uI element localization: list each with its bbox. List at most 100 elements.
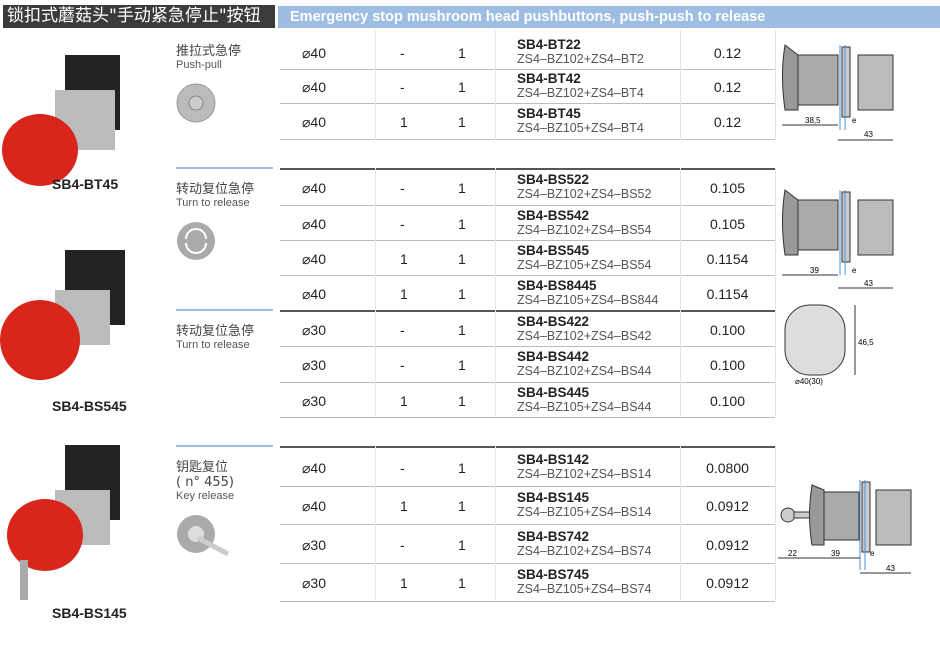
- svg-text:43: 43: [864, 279, 873, 288]
- dim-label: 38,5: [805, 116, 821, 125]
- svg-text:e: e: [852, 116, 857, 125]
- model-number: SB4-BS742: [517, 528, 590, 544]
- no-contacts: 1: [400, 286, 408, 302]
- product-group: ⌀40 - 1 SB4-BS142 ZS4–BZ102+ZS4–BS14 0.08…: [280, 446, 775, 602]
- group-label-en: Key release: [176, 490, 235, 502]
- model-parts: ZS4–BZ102+ZS4–BS42: [517, 328, 652, 343]
- model: SB4-BT45 ZS4–BZ105+ZS4–BT4: [517, 106, 644, 136]
- model-number: SB4-BS422: [517, 313, 590, 329]
- group-label-en: Turn to release: [176, 339, 250, 351]
- model-parts: ZS4–BZ105+ZS4–BS844: [517, 293, 659, 307]
- model-parts: ZS4–BZ105+ZS4–BT4: [517, 121, 644, 135]
- no-contacts: -: [400, 215, 405, 232]
- model: SB4-BS545 ZS4–BZ105+ZS4–BS54: [517, 243, 652, 272]
- model: SB4-BS522 ZS4–BZ102+ZS4–BS52: [517, 173, 652, 202]
- model-parts: ZS4–BZ102+ZS4–BS52: [517, 187, 652, 201]
- nc-contacts: 1: [458, 215, 466, 232]
- nc-contacts: 1: [458, 459, 466, 476]
- model: SB4-BS8445 ZS4–BZ105+ZS4–BS844: [517, 278, 659, 308]
- table-row: ⌀30 1 1 SB4-BS445 ZS4–BZ105+ZS4–BS44 0.10…: [280, 383, 775, 418]
- column-divider: [680, 168, 681, 310]
- table-row: ⌀40 - 1 SB4-BS522 ZS4–BZ102+ZS4–BS52 0.10…: [280, 170, 775, 206]
- table-row: ⌀30 - 1 SB4-BS422 ZS4–BZ102+ZS4–BS42 0.10…: [280, 312, 775, 347]
- model-parts: ZS4–BZ102+ZS4–BS74: [517, 543, 652, 558]
- no-contacts: 1: [400, 575, 408, 591]
- diameter: ⌀30: [302, 321, 327, 338]
- nc-contacts: 1: [458, 250, 466, 267]
- nc-contacts: 1: [458, 45, 466, 61]
- model-number: SB4-BT22: [517, 37, 581, 52]
- model-parts: ZS4–BZ102+ZS4–BT2: [517, 52, 644, 66]
- product-name: SB4-BS545: [52, 398, 127, 414]
- no-contacts: 1: [400, 392, 408, 409]
- column-divider: [375, 310, 376, 416]
- table-row: ⌀40 - 1 SB4-BT42 ZS4–BZ102+ZS4–BT4 0.12: [280, 70, 775, 104]
- model: SB4-BS145 ZS4–BZ105+ZS4–BS14: [517, 491, 652, 520]
- model-parts: ZS4–BZ105+ZS4–BS54: [517, 257, 652, 272]
- svg-text:e: e: [852, 266, 857, 275]
- diameter: ⌀40: [302, 79, 327, 95]
- table-row: ⌀40 - 1 SB4-BT22 ZS4–BZ102+ZS4–BT2 0.12: [280, 36, 775, 70]
- section-title-en: Emergency stop mushroom head pushbuttons…: [278, 6, 940, 28]
- column-divider: [775, 168, 776, 310]
- model: SB4-BS542 ZS4–BZ102+ZS4–BS54: [517, 207, 651, 237]
- model: SB4-BS422 ZS4–BZ102+ZS4–BS42: [517, 313, 652, 343]
- diameter: ⌀40: [302, 286, 327, 302]
- svg-text:39: 39: [810, 266, 819, 275]
- model: SB4-BS445 ZS4–BZ105+ZS4–BS44: [517, 385, 652, 414]
- diameter: ⌀40: [302, 114, 327, 130]
- svg-text:46,5: 46,5: [858, 338, 874, 347]
- column-divider: [775, 30, 776, 140]
- group-label-cn: 转动复位急停: [176, 324, 255, 339]
- nc-contacts: 1: [458, 392, 466, 409]
- weight: 0.0912: [706, 575, 749, 591]
- diameter: ⌀40: [302, 215, 327, 232]
- diameter: ⌀40: [302, 180, 327, 196]
- push-pull-icon: [176, 83, 273, 128]
- group-label: 推拉式急停 Push-pull: [176, 40, 273, 128]
- no-contacts: -: [400, 357, 405, 373]
- nc-contacts: 1: [458, 180, 466, 196]
- weight: 0.105: [709, 180, 746, 196]
- model-number: SB4-BS442: [517, 349, 590, 364]
- group-label: 钥匙复位( n° 455) Key release: [176, 456, 273, 564]
- nc-contacts: 1: [458, 357, 466, 373]
- key-release-icon: [176, 514, 273, 564]
- column-divider: [495, 168, 496, 310]
- no-contacts: -: [400, 321, 405, 338]
- model-number: SB4-BT45: [517, 106, 581, 121]
- no-contacts: -: [400, 459, 405, 476]
- table-row: ⌀40 1 1 SB4-BT45 ZS4–BZ105+ZS4–BT4 0.12: [280, 104, 775, 140]
- column-divider: [680, 30, 681, 140]
- group-label-cn: 钥匙复位: [176, 460, 229, 475]
- table-row: ⌀30 - 1 SB4-BS742 ZS4–BZ102+ZS4–BS74 0.09…: [280, 525, 775, 564]
- diameter: ⌀40: [302, 250, 327, 267]
- diameter: ⌀40: [302, 45, 327, 61]
- model-parts: ZS4–BZ102+ZS4–BS44: [517, 364, 652, 378]
- model-parts: ZS4–BZ105+ZS4–BS44: [517, 399, 652, 414]
- column-divider: [680, 310, 681, 416]
- svg-text:e: e: [870, 549, 875, 558]
- weight: 0.12: [713, 45, 742, 61]
- table-row: ⌀40 - 1 SB4-BS542 ZS4–BZ102+ZS4–BS54 0.10…: [280, 206, 775, 241]
- diameter: ⌀40: [302, 459, 327, 476]
- weight: 0.100: [709, 357, 746, 373]
- group-label: 转动复位急停 Turn to release: [176, 320, 273, 351]
- model-number: SB4-BS8445: [517, 278, 597, 293]
- no-contacts: -: [400, 45, 405, 61]
- group-label: 转动复位急停 Turn to release: [176, 178, 273, 266]
- product-name: SB4-BT45: [52, 176, 119, 192]
- svg-text:43: 43: [886, 564, 895, 573]
- nc-contacts: 1: [458, 114, 466, 130]
- table-row: ⌀40 1 1 SB4-BS145 ZS4–BZ105+ZS4–BS14 0.09…: [280, 487, 775, 525]
- no-contacts: -: [400, 79, 405, 95]
- group-label-underline: [176, 309, 273, 311]
- group-label-underline: [176, 445, 273, 447]
- model-number: SB4-BS542: [517, 207, 590, 223]
- group-label-sub: ( n° 455): [176, 475, 234, 490]
- model: SB4-BS442 ZS4–BZ102+ZS4–BS44: [517, 349, 652, 379]
- svg-text:43: 43: [864, 130, 873, 139]
- diameter: ⌀30: [302, 536, 327, 553]
- model-number: SB4-BT42: [517, 71, 581, 86]
- model-parts: ZS4–BZ105+ZS4–BS14: [517, 505, 652, 519]
